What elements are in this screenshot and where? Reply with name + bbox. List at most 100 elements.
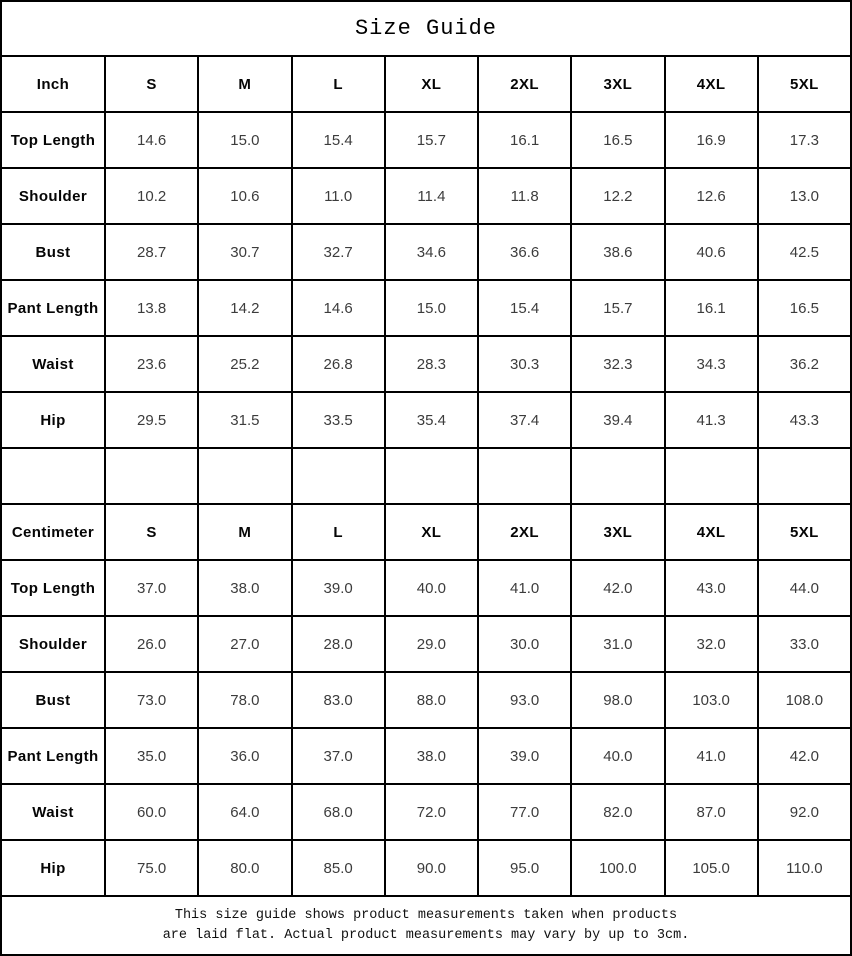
centimeter-row-shoulder: Shoulder 26.0 27.0 28.0 29.0 30.0 31.0 32.0 33.0 — [0, 615, 852, 673]
inch-bust-4xl: 40.6 — [663, 223, 759, 281]
inch-row-top-length: Top Length 14.6 15.0 15.4 15.7 16.1 16.5 16.9 17… — [0, 111, 852, 169]
inch-hip-3xl: 39.4 — [570, 391, 666, 449]
inch-label-bust: Bust — [0, 223, 106, 281]
inch-pant-length-l: 14.6 — [290, 279, 386, 337]
centimeter-pant-length-3xl: 40.0 — [570, 727, 666, 785]
inch-hip-s: 29.5 — [103, 391, 200, 449]
inch-waist-2xl: 30.3 — [476, 335, 573, 393]
inch-hip-2xl: 37.4 — [476, 391, 573, 449]
inch-header-s: S — [103, 55, 200, 113]
inch-pant-length-m: 14.2 — [197, 279, 293, 337]
centimeter-pant-length-m: 36.0 — [197, 727, 293, 785]
inch-row-waist: Waist 23.6 25.2 26.8 28.3 30.3 32.3 34.3 36.2 — [0, 335, 852, 393]
inch-top-length-5xl: 17.3 — [756, 111, 852, 169]
inch-shoulder-m: 10.6 — [197, 167, 293, 225]
centimeter-top-length-s: 37.0 — [103, 559, 200, 617]
inch-waist-3xl: 32.3 — [570, 335, 666, 393]
page-title: Size Guide — [0, 0, 852, 57]
inch-label-waist: Waist — [0, 335, 106, 393]
centimeter-top-length-3xl: 42.0 — [570, 559, 666, 617]
centimeter-label-hip: Hip — [0, 839, 106, 897]
size-guide-title-section: Size Guide — [0, 0, 852, 57]
inch-waist-l: 26.8 — [290, 335, 386, 393]
centimeter-shoulder-2xl: 30.0 — [476, 615, 573, 673]
centimeter-bust-m: 78.0 — [197, 671, 293, 729]
inch-shoulder-5xl: 13.0 — [756, 167, 852, 225]
inch-bust-3xl: 38.6 — [570, 223, 666, 281]
inch-row-bust: Bust 28.7 30.7 32.7 34.6 36.6 38.6 40.6 42.5 — [0, 223, 852, 281]
inch-top-length-3xl: 16.5 — [570, 111, 666, 169]
spacer-cell — [197, 447, 293, 505]
centimeter-row-top-length: Top Length 37.0 38.0 39.0 40.0 41.0 42.0 43.0 44… — [0, 559, 852, 617]
inch-label-hip: Hip — [0, 391, 106, 449]
centimeter-hip-5xl: 110.0 — [756, 839, 852, 897]
centimeter-row-waist: Waist 60.0 64.0 68.0 72.0 77.0 82.0 87.0 92.0 — [0, 783, 852, 841]
centimeter-row-pant-length: Pant Length 35.0 36.0 37.0 38.0 39.0 40.0 41.0 4… — [0, 727, 852, 785]
centimeter-bust-4xl: 103.0 — [663, 671, 759, 729]
inch-header-4xl: 4XL — [663, 55, 759, 113]
inch-top-length-l: 15.4 — [290, 111, 386, 169]
centimeter-header-2xl: 2XL — [476, 503, 573, 561]
footer-note-line-2: are laid flat. Actual product measuremen… — [162, 927, 690, 943]
inch-pant-length-2xl: 15.4 — [476, 279, 573, 337]
centimeter-shoulder-3xl: 31.0 — [570, 615, 666, 673]
centimeter-top-length-5xl: 44.0 — [756, 559, 852, 617]
centimeter-waist-xl: 72.0 — [383, 783, 480, 841]
size-guide-body: Inch S M L XL 2XL 3XL 4XL 5XL Top Length 14.6 15.0 1… — [0, 55, 852, 897]
centimeter-header-4xl: 4XL — [663, 503, 759, 561]
centimeter-top-length-m: 38.0 — [197, 559, 293, 617]
inch-bust-5xl: 42.5 — [756, 223, 852, 281]
centimeter-pant-length-l: 37.0 — [290, 727, 386, 785]
centimeter-hip-3xl: 100.0 — [570, 839, 666, 897]
centimeter-waist-5xl: 92.0 — [756, 783, 852, 841]
centimeter-waist-3xl: 82.0 — [570, 783, 666, 841]
centimeter-shoulder-s: 26.0 — [103, 615, 200, 673]
centimeter-hip-s: 75.0 — [103, 839, 200, 897]
inch-shoulder-s: 10.2 — [103, 167, 200, 225]
inch-header-3xl: 3XL — [570, 55, 666, 113]
inch-shoulder-l: 11.0 — [290, 167, 386, 225]
inch-hip-5xl: 43.3 — [756, 391, 852, 449]
inch-shoulder-4xl: 12.6 — [663, 167, 759, 225]
centimeter-pant-length-4xl: 41.0 — [663, 727, 759, 785]
inch-header-5xl: 5XL — [756, 55, 852, 113]
inch-header-xl: XL — [383, 55, 480, 113]
inch-top-length-xl: 15.7 — [383, 111, 480, 169]
centimeter-pant-length-5xl: 42.0 — [756, 727, 852, 785]
inch-label-top-length: Top Length — [0, 111, 106, 169]
centimeter-header-l: L — [290, 503, 386, 561]
size-guide-footer-section: This size guide shows product measuremen… — [0, 895, 852, 956]
inch-top-length-2xl: 16.1 — [476, 111, 573, 169]
spacer-row — [0, 447, 852, 505]
centimeter-hip-m: 80.0 — [197, 839, 293, 897]
inch-pant-length-5xl: 16.5 — [756, 279, 852, 337]
centimeter-bust-xl: 88.0 — [383, 671, 480, 729]
inch-header-m: M — [197, 55, 293, 113]
centimeter-header-5xl: 5XL — [756, 503, 852, 561]
centimeter-top-length-2xl: 41.0 — [476, 559, 573, 617]
centimeter-top-length-l: 39.0 — [290, 559, 386, 617]
centimeter-hip-2xl: 95.0 — [476, 839, 573, 897]
centimeter-header-s: S — [103, 503, 200, 561]
inch-pant-length-3xl: 15.7 — [570, 279, 666, 337]
inch-pant-length-xl: 15.0 — [383, 279, 480, 337]
inch-waist-5xl: 36.2 — [756, 335, 852, 393]
centimeter-bust-l: 83.0 — [290, 671, 386, 729]
centimeter-bust-s: 73.0 — [103, 671, 200, 729]
centimeter-bust-3xl: 98.0 — [570, 671, 666, 729]
inch-header-row: Inch S M L XL 2XL 3XL 4XL 5XL — [0, 55, 852, 113]
inch-header-inch: Inch — [0, 55, 106, 113]
centimeter-shoulder-m: 27.0 — [197, 615, 293, 673]
centimeter-shoulder-4xl: 32.0 — [663, 615, 759, 673]
spacer-cell — [756, 447, 852, 505]
centimeter-waist-m: 64.0 — [197, 783, 293, 841]
centimeter-waist-l: 68.0 — [290, 783, 386, 841]
inch-waist-4xl: 34.3 — [663, 335, 759, 393]
centimeter-pant-length-s: 35.0 — [103, 727, 200, 785]
inch-shoulder-xl: 11.4 — [383, 167, 480, 225]
title-row: Size Guide — [0, 0, 852, 57]
spacer-cell — [103, 447, 200, 505]
centimeter-waist-4xl: 87.0 — [663, 783, 759, 841]
centimeter-header-xl: XL — [383, 503, 480, 561]
centimeter-shoulder-5xl: 33.0 — [756, 615, 852, 673]
